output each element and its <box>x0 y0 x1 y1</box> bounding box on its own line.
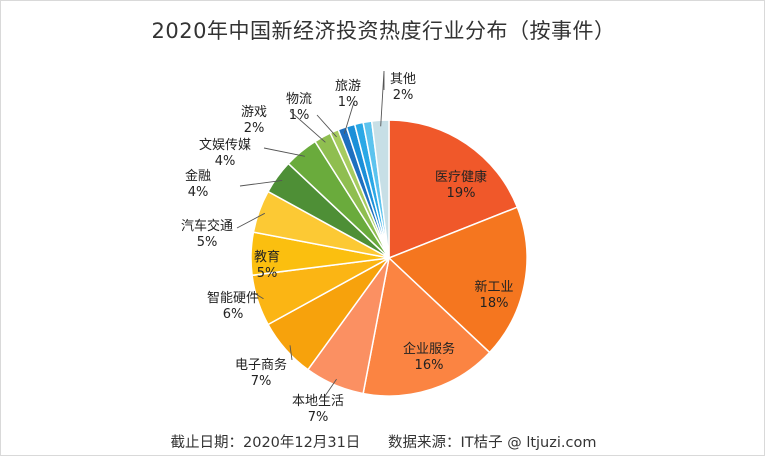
slice-value-label: 6% <box>223 307 244 322</box>
slice-name-label: 电子商务 <box>235 357 287 373</box>
leader-line <box>324 378 337 397</box>
slice-value-label: 5% <box>257 266 278 281</box>
slice-name-label: 金融 <box>185 168 211 184</box>
slice-name-label: 智能硬件 <box>207 291 259 306</box>
slice-name-label: 其他 <box>390 72 416 87</box>
pie-slice <box>387 206 528 354</box>
footnote: 截止日期：2020年12月31日 数据来源：IT桔子 @ ltjuzi.com <box>1 431 765 452</box>
pie-slice <box>370 119 390 259</box>
leader-line <box>289 110 326 143</box>
slice-name-label: 本地生活 <box>292 394 344 409</box>
slice-name-label: 旅游 <box>335 79 361 94</box>
leader-line <box>239 179 283 187</box>
footnote-date: 截止日期：2020年12月31日 <box>170 435 361 451</box>
leader-line <box>236 212 266 229</box>
slice-value-label: 2% <box>393 88 414 103</box>
leader-line <box>380 70 385 127</box>
leader-line <box>343 101 355 134</box>
slice-value-label: 4% <box>215 154 236 169</box>
slice-value-label: 1% <box>338 95 359 110</box>
slice-name-label: 教育 <box>254 249 280 265</box>
pie-slice <box>388 119 519 260</box>
slice-name-label: 企业服务 <box>403 341 455 357</box>
leader-line <box>253 292 264 300</box>
slice-value-label: 1% <box>289 108 310 123</box>
slice-value-label: 16% <box>415 358 444 373</box>
slice-name-label: 汽车交通 <box>181 218 233 234</box>
slice-value-label: 19% <box>447 186 476 201</box>
slice-value-label: 4% <box>188 185 209 200</box>
slice-value-label: 7% <box>308 410 329 425</box>
pie-slices <box>250 119 528 397</box>
leader-line <box>316 114 337 138</box>
slice-value-label: 7% <box>251 374 272 389</box>
leader-line <box>263 147 305 157</box>
slice-value-label: 18% <box>480 296 509 311</box>
slice-name-label: 新工业 <box>474 279 513 295</box>
slice-value-label: 2% <box>244 121 265 136</box>
pie-slice <box>362 256 491 397</box>
slice-labels: 医疗健康19%新工业18%企业服务16%本地生活7%电子商务7%智能硬件6%教育… <box>181 72 514 425</box>
slice-value-label: 5% <box>197 235 218 250</box>
leader-line <box>289 345 293 361</box>
slice-name-label: 文娱传媒 <box>199 138 251 153</box>
chart-title: 2020年中国新经济投资热度行业分布（按事件） <box>151 19 616 43</box>
slice-name-label: 游戏 <box>241 105 267 120</box>
footnote-source: 数据来源：IT桔子 @ ltjuzi.com <box>387 435 597 451</box>
leader-lines <box>236 70 385 397</box>
slice-name-label: 医疗健康 <box>435 169 487 185</box>
slice-name-label: 物流 <box>286 92 312 107</box>
